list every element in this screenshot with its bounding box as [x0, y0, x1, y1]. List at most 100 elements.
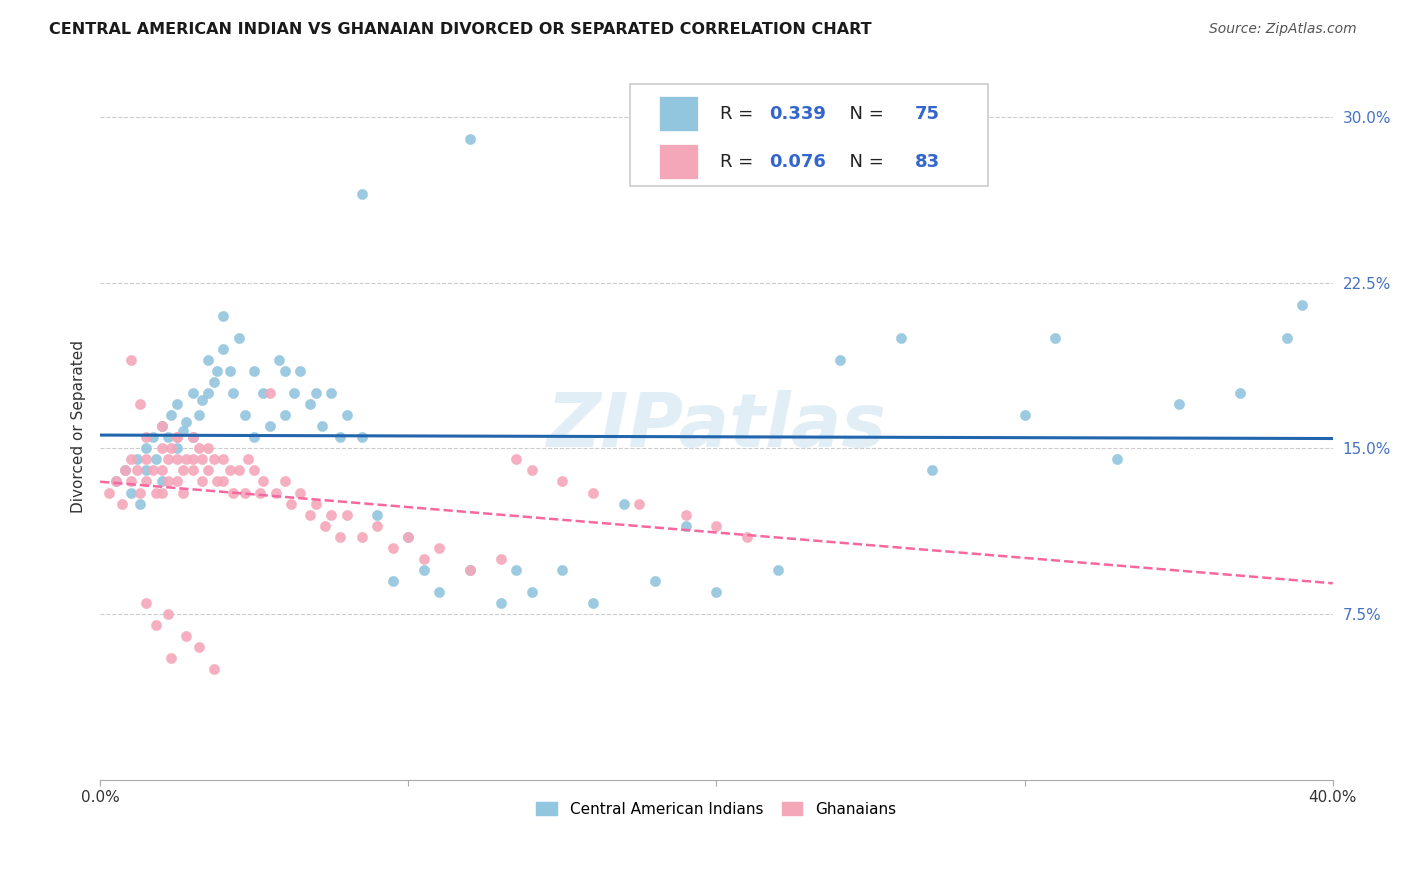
- Point: [336, 409, 359, 423]
- Point: [366, 518, 388, 533]
- Point: [520, 463, 543, 477]
- Point: [243, 430, 266, 444]
- Y-axis label: Divorced or Separated: Divorced or Separated: [72, 340, 86, 513]
- Point: [290, 364, 312, 378]
- Point: [274, 475, 297, 489]
- Point: [264, 485, 287, 500]
- Point: [489, 551, 512, 566]
- Point: [111, 497, 134, 511]
- Point: [314, 518, 336, 533]
- Point: [551, 475, 574, 489]
- Point: [172, 463, 194, 477]
- Text: N =: N =: [838, 105, 890, 123]
- Point: [156, 475, 179, 489]
- Point: [243, 364, 266, 378]
- Point: [135, 596, 157, 610]
- Legend: Central American Indians, Ghanaians: Central American Indians, Ghanaians: [529, 794, 904, 825]
- Point: [329, 430, 352, 444]
- Point: [890, 331, 912, 345]
- Text: R =: R =: [720, 153, 759, 170]
- Point: [104, 475, 127, 489]
- Point: [166, 452, 188, 467]
- Point: [290, 485, 312, 500]
- Point: [321, 386, 343, 401]
- Point: [458, 132, 481, 146]
- Point: [582, 596, 605, 610]
- Point: [166, 475, 188, 489]
- Point: [135, 452, 157, 467]
- Point: [135, 463, 157, 477]
- Point: [120, 452, 142, 467]
- Point: [166, 430, 188, 444]
- Point: [160, 409, 183, 423]
- Point: [187, 442, 209, 456]
- Point: [675, 518, 697, 533]
- Point: [274, 409, 297, 423]
- Point: [218, 463, 240, 477]
- Point: [381, 541, 404, 555]
- Point: [233, 485, 256, 500]
- Point: [644, 574, 666, 588]
- Point: [141, 430, 163, 444]
- Text: Source: ZipAtlas.com: Source: ZipAtlas.com: [1209, 22, 1357, 37]
- Point: [207, 364, 229, 378]
- Point: [352, 430, 374, 444]
- Point: [145, 618, 167, 632]
- Point: [582, 485, 605, 500]
- Point: [176, 629, 198, 643]
- Point: [412, 551, 434, 566]
- Point: [181, 430, 204, 444]
- Point: [505, 563, 527, 577]
- Text: N =: N =: [838, 153, 890, 170]
- Point: [98, 485, 121, 500]
- Point: [613, 497, 636, 511]
- Point: [129, 397, 152, 411]
- Point: [352, 530, 374, 544]
- Point: [212, 309, 235, 323]
- Text: 0.339: 0.339: [769, 105, 827, 123]
- Point: [114, 463, 136, 477]
- Point: [197, 463, 219, 477]
- Point: [458, 563, 481, 577]
- Point: [396, 530, 419, 544]
- Point: [283, 386, 305, 401]
- Point: [166, 430, 188, 444]
- Point: [212, 342, 235, 356]
- Point: [221, 386, 243, 401]
- FancyBboxPatch shape: [658, 96, 697, 131]
- Point: [181, 452, 204, 467]
- Point: [311, 419, 333, 434]
- Point: [104, 475, 127, 489]
- Point: [129, 485, 152, 500]
- Point: [150, 475, 173, 489]
- Point: [191, 392, 214, 407]
- Point: [366, 508, 388, 522]
- Point: [412, 563, 434, 577]
- Point: [243, 463, 266, 477]
- Point: [228, 463, 250, 477]
- Point: [176, 452, 198, 467]
- Point: [520, 585, 543, 599]
- Point: [150, 463, 173, 477]
- Point: [1291, 298, 1313, 312]
- Point: [427, 541, 450, 555]
- Point: [172, 424, 194, 438]
- Point: [218, 364, 240, 378]
- Point: [212, 452, 235, 467]
- Point: [252, 475, 274, 489]
- Point: [187, 409, 209, 423]
- Point: [321, 508, 343, 522]
- Point: [259, 386, 281, 401]
- Point: [187, 640, 209, 654]
- Point: [197, 442, 219, 456]
- Point: [298, 397, 321, 411]
- Point: [458, 563, 481, 577]
- Point: [505, 452, 527, 467]
- Point: [628, 497, 651, 511]
- Point: [181, 463, 204, 477]
- Point: [150, 442, 173, 456]
- Point: [176, 415, 198, 429]
- Point: [135, 430, 157, 444]
- Point: [735, 530, 758, 544]
- Point: [166, 442, 188, 456]
